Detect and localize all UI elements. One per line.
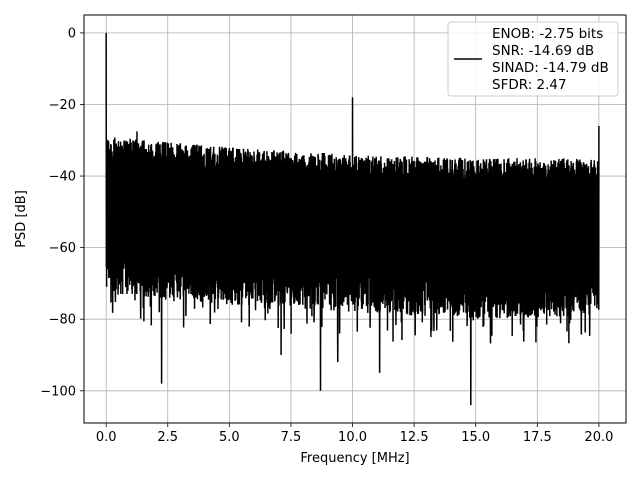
x-tick-label: 15.0 — [461, 430, 490, 445]
legend-line-sinad: SINAD: -14.79 dB — [492, 60, 609, 76]
y-tick-label: −20 — [49, 98, 76, 113]
y-axis-ticks: 0 −20 −40 −60 −80 −100 — [40, 26, 84, 399]
y-tick-label: −100 — [40, 384, 76, 399]
y-tick-label: −80 — [49, 313, 76, 328]
x-tick-label: 17.5 — [523, 430, 552, 445]
x-axis-label: Frequency [MHz] — [300, 451, 409, 466]
y-axis-label: PSD [dB] — [14, 190, 29, 248]
psd-line — [105, 32, 600, 406]
x-tick-label: 5.0 — [219, 430, 240, 445]
x-axis-ticks: 0.0 2.5 5.0 7.5 10.0 12.5 15.0 17.5 20.0 — [96, 423, 613, 445]
legend: ENOB: -2.75 bits SNR: -14.69 dB SINAD: -… — [447, 21, 619, 97]
plot-frame — [83, 14, 627, 424]
x-tick-label: 0.0 — [96, 430, 117, 445]
legend-line-sfdr: SFDR: 2.47 — [492, 77, 567, 93]
x-tick-label: 10.0 — [338, 430, 367, 445]
x-tick-label: 12.5 — [400, 430, 429, 445]
legend-line-snr: SNR: -14.69 dB — [492, 43, 594, 59]
x-tick-label: 2.5 — [157, 430, 178, 445]
x-tick-label: 20.0 — [584, 430, 613, 445]
legend-line-enob: ENOB: -2.75 bits — [492, 26, 603, 42]
psd-series — [105, 32, 600, 406]
x-tick-label: 7.5 — [281, 430, 302, 445]
y-tick-label: 0 — [68, 26, 76, 41]
y-tick-label: −60 — [49, 241, 76, 256]
y-tick-label: −40 — [49, 170, 76, 185]
legend-box — [447, 21, 619, 97]
